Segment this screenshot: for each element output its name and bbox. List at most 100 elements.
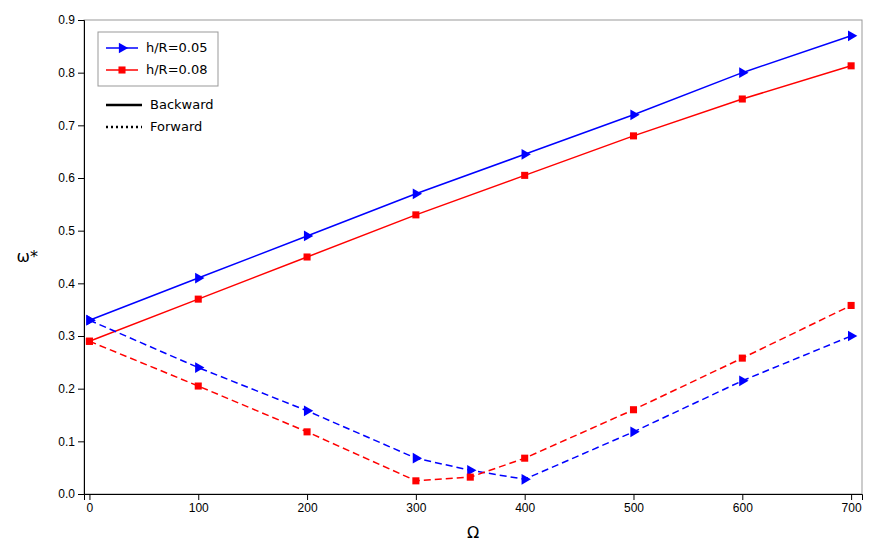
marker: [522, 149, 531, 160]
tick: 0.4: [58, 277, 84, 291]
tick-mark: [851, 494, 852, 500]
tick: 100: [189, 494, 209, 515]
plot-frame: [84, 20, 862, 494]
marker: [412, 477, 419, 484]
marks: [86, 30, 857, 484]
marker: [848, 30, 857, 41]
tick-mark: [78, 336, 84, 337]
tick-label: 0.3: [58, 329, 75, 343]
tick-label: 0.8: [58, 66, 75, 80]
tick: 400: [515, 494, 535, 515]
tick-label: 200: [298, 501, 318, 515]
tick: 0.8: [58, 66, 84, 80]
marker: [630, 132, 637, 139]
legend-label: h/R=0.05: [146, 40, 208, 55]
legend-label: h/R=0.08: [146, 62, 208, 77]
x-axis: 0 100 200 300 400 500 600 700: [85, 494, 863, 515]
marker: [304, 428, 311, 435]
marker: [195, 273, 204, 284]
legend-item: h/R=0.08: [106, 62, 208, 77]
tick: 700: [842, 494, 862, 515]
marker: [467, 474, 474, 481]
tick: 0.7: [58, 119, 84, 133]
tick: 0.2: [58, 382, 84, 396]
tick-mark: [742, 494, 743, 500]
marker: [195, 362, 204, 373]
tick: 200: [298, 494, 318, 515]
marker: [413, 188, 422, 199]
axis-line: [78, 21, 85, 495]
tick-mark: [78, 20, 84, 21]
tick: 0.5: [58, 224, 84, 238]
tick-mark: [78, 231, 84, 232]
tick-label: 0.9: [58, 13, 75, 27]
tick-label: 600: [733, 501, 753, 515]
legend-frame: [98, 32, 218, 86]
y-axis: 0.0 0.1 0.2 0.3 0.4 0.5 0.6 0.7 0.8 0.9: [58, 13, 84, 501]
tick-label: 500: [624, 501, 644, 515]
marker: [739, 95, 746, 102]
marker: [304, 405, 313, 416]
marker: [86, 338, 93, 345]
marker: [630, 406, 637, 413]
series-line: [89, 66, 851, 341]
marker: [86, 315, 95, 326]
tick: 0.0: [58, 487, 84, 501]
tick-label: 0.6: [58, 171, 75, 185]
marker: [304, 253, 311, 260]
legend-label: Backward: [150, 97, 214, 112]
chart: 0 100 200 300 400 500 600 700 0.0 0.1 0.2 0.3 0.4 0.5…: [0, 0, 886, 550]
y-axis-title: ω*: [17, 247, 38, 266]
tick-mark: [78, 73, 84, 74]
tick: 0.1: [58, 435, 84, 449]
marker: [304, 231, 313, 242]
tick-label: 0.1: [58, 435, 75, 449]
tick-label: 400: [515, 501, 535, 515]
tick-label: 0: [87, 501, 94, 515]
tick-label: 0.5: [58, 224, 75, 238]
marker: [739, 355, 746, 362]
marker: [195, 382, 202, 389]
tick-mark: [416, 494, 417, 500]
tick-label: 0.4: [58, 277, 75, 291]
plot: 0 100 200 300 400 500 600 700 0.0 0.1 0.2 0.3 0.4 0.5…: [17, 13, 863, 542]
marker: [739, 375, 748, 386]
legend-line: [106, 126, 142, 129]
tick-mark: [78, 125, 84, 126]
marker: [630, 426, 639, 437]
legend-item: h/R=0.05: [106, 40, 208, 55]
tick-mark: [78, 441, 84, 442]
tick-label: 0.0: [58, 487, 75, 501]
tick: 0.3: [58, 329, 84, 343]
legend-item: Forward: [106, 119, 202, 134]
tick-mark: [78, 178, 84, 179]
tick-mark: [633, 494, 634, 500]
tick-mark: [78, 283, 84, 284]
tick: 0: [87, 494, 94, 515]
series-line: [89, 320, 851, 479]
tick: 500: [624, 494, 644, 515]
marker: [848, 331, 857, 342]
tick-label: 300: [406, 501, 426, 515]
marker: [195, 296, 202, 303]
marker: [412, 211, 419, 218]
marker: [630, 109, 639, 120]
marker: [848, 302, 855, 309]
legend-label: Forward: [150, 119, 202, 134]
marker: [521, 455, 528, 462]
tick: 300: [406, 494, 426, 515]
series-line: [89, 305, 851, 480]
tick-mark: [78, 494, 84, 495]
tick-label: 700: [842, 501, 862, 515]
tick: 0.6: [58, 171, 84, 185]
marker: [848, 62, 855, 69]
marker: [521, 172, 528, 179]
tick-mark: [307, 494, 308, 500]
tick-label: 0.2: [58, 382, 75, 396]
legend-marker: [118, 66, 125, 73]
tick-mark: [525, 494, 526, 500]
marker: [413, 453, 422, 464]
legend-marker: [119, 43, 128, 54]
marker: [86, 315, 95, 326]
legend: h/R=0.05 h/R=0.08 Backward Forward: [98, 32, 218, 134]
